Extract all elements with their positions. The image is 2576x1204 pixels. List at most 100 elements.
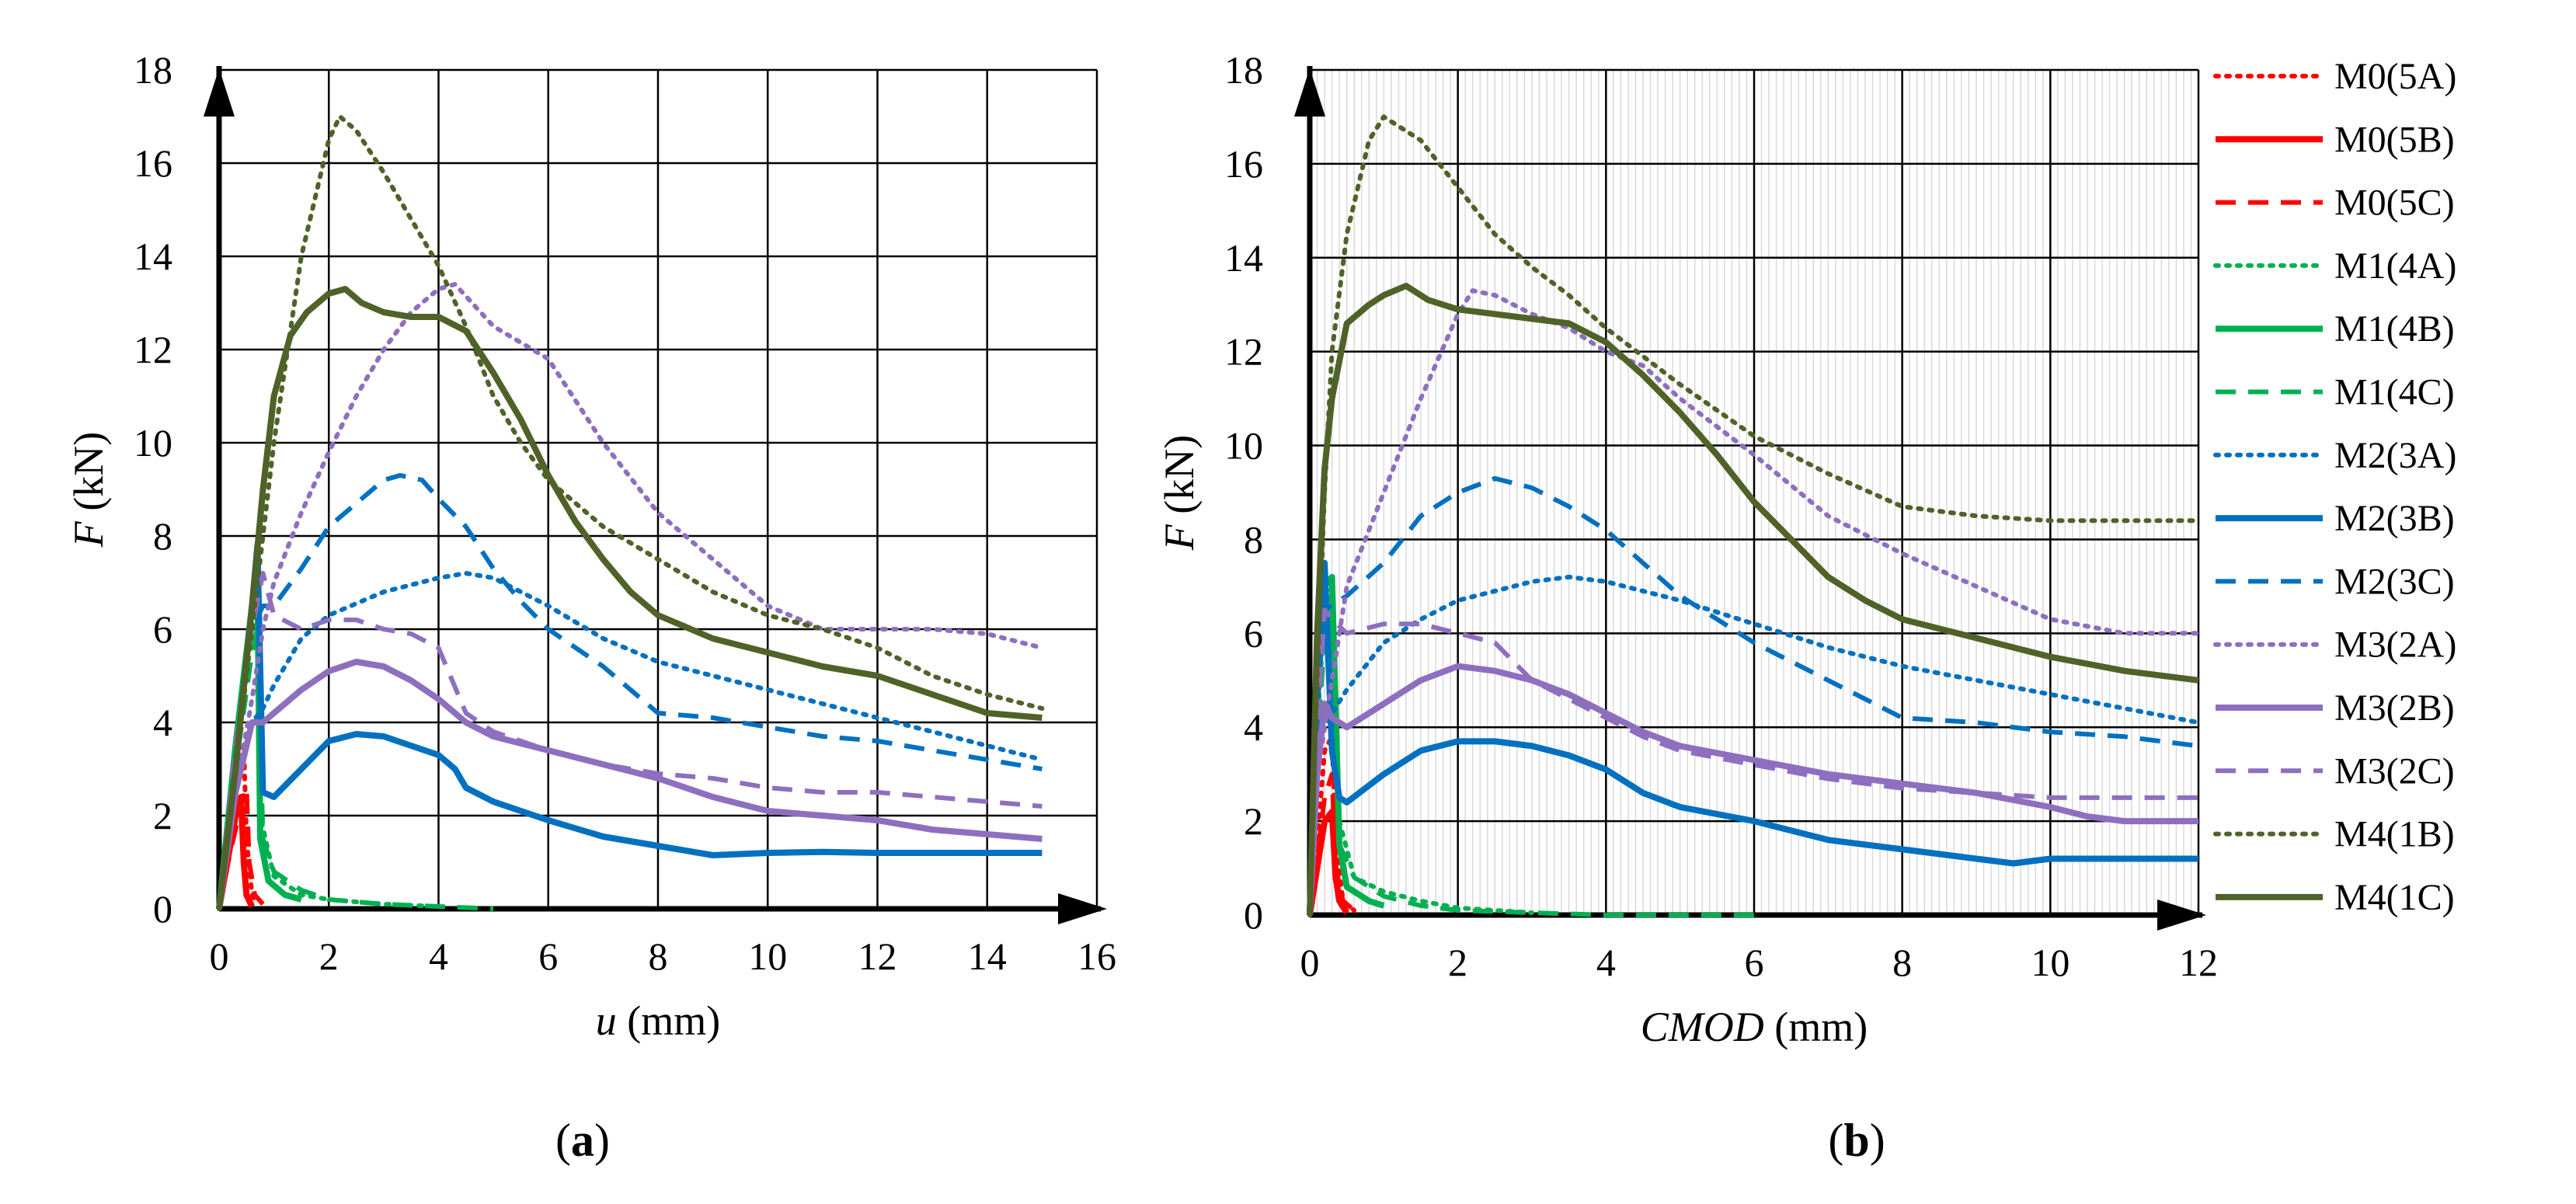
legend: M0(5A) M0(5B) M0(5C) M1(4A) M1(4B) M1(4C) M2(3… xyxy=(2213,56,2456,918)
y-tick-label: 14 xyxy=(1224,236,1263,280)
x-tick-label: 8 xyxy=(649,934,668,978)
y-tick-label: 2 xyxy=(153,794,172,837)
axes xyxy=(204,66,1107,924)
y-tick-label: 12 xyxy=(1224,330,1263,374)
legend-item: M2(3A) xyxy=(2213,435,2456,476)
legend-item: M4(1C) xyxy=(2216,877,2455,918)
series-line-m2-3b xyxy=(216,542,1043,910)
series-line-m4-1c xyxy=(1307,283,2199,916)
x-axis-title-unit: (mm) xyxy=(617,997,720,1044)
series-line-m3-2c xyxy=(1307,607,2198,916)
y-tick-label: 4 xyxy=(1244,705,1263,749)
y-tick-label: 4 xyxy=(153,701,172,744)
x-axis-title: CMOD (mm) xyxy=(1641,1004,1868,1050)
panel-caption: (a) xyxy=(555,1115,610,1166)
legend-label: M4(1B) xyxy=(2334,814,2455,855)
x-tick-label: 6 xyxy=(1745,941,1764,984)
y-tick-label: 10 xyxy=(1224,424,1263,468)
y-tick-label: 6 xyxy=(1244,611,1263,655)
legend-item: M4(1B) xyxy=(2213,814,2455,855)
legend-label: M0(5A) xyxy=(2334,56,2456,97)
x-tick-label: 6 xyxy=(538,934,558,978)
series-line-m3-2b xyxy=(1307,663,2198,916)
legend-label: M4(1C) xyxy=(2334,877,2455,918)
series-line-m2-3a xyxy=(217,571,1045,911)
series-line-m1-4c xyxy=(217,627,494,911)
series-line-m4-1c xyxy=(216,286,1043,910)
series-lines xyxy=(216,114,1045,911)
y-axis-title-unit: (kN) xyxy=(65,432,112,521)
legend-label: M1(4C) xyxy=(2334,372,2455,413)
x-tick-label: 12 xyxy=(858,934,897,978)
legend-item: M0(5C) xyxy=(2216,183,2455,224)
legend-label: M1(4B) xyxy=(2334,308,2455,350)
legend-item: M3(2A) xyxy=(2213,625,2456,666)
x-tick-label: 0 xyxy=(210,934,229,978)
series-line-m2-3c xyxy=(217,473,1043,910)
series-line-m2-3b xyxy=(1307,559,2198,916)
tick-labels: 0 2 4 6 8 10 12 0 2 4 6 8 10 12 14 16 18 xyxy=(1224,48,2218,984)
y-axis-arrow xyxy=(204,68,235,117)
series-lines xyxy=(1307,114,2201,917)
x-tick-label: 14 xyxy=(968,934,1007,978)
y-tick-label: 8 xyxy=(1244,517,1263,561)
tick-labels: 0 2 4 6 8 10 12 14 16 0 2 4 6 8 10 12 14 16 18 xyxy=(134,48,1116,978)
series-line-m0-5c xyxy=(1307,771,1356,916)
x-tick-label: 10 xyxy=(2031,941,2070,984)
y-tick-label: 14 xyxy=(134,235,172,278)
x-tick-label: 16 xyxy=(1077,934,1116,978)
x-tick-label: 8 xyxy=(1892,941,1912,984)
series-line-m4-1b xyxy=(217,114,1045,911)
y-axis-arrow xyxy=(1294,68,1325,117)
axes xyxy=(1294,66,2206,931)
x-tick-label: 2 xyxy=(319,934,339,978)
x-tick-label: 0 xyxy=(1300,941,1320,984)
legend-item: M2(3B) xyxy=(2216,498,2455,539)
legend-item: M1(4A) xyxy=(2213,245,2456,287)
legend-label: M1(4A) xyxy=(2334,245,2456,287)
legend-label: M2(3A) xyxy=(2334,435,2456,476)
y-tick-label: 6 xyxy=(153,607,172,651)
x-tick-label: 4 xyxy=(429,934,448,978)
legend-label: M3(2C) xyxy=(2334,750,2455,792)
y-tick-label: 8 xyxy=(153,514,172,558)
series-line-m3-2b xyxy=(216,659,1043,910)
series-line-m3-2c xyxy=(217,571,1043,910)
y-tick-label: 18 xyxy=(1224,48,1263,92)
legend-item: M3(2B) xyxy=(2216,687,2455,729)
x-axis-title-symbol: u xyxy=(596,997,617,1044)
panel-caption: (b) xyxy=(1828,1115,1885,1166)
x-axis-title-symbol: CMOD xyxy=(1641,1004,1764,1050)
y-axis-title-unit: (kN) xyxy=(1156,435,1203,524)
y-axis-title-symbol: F xyxy=(1156,524,1203,551)
x-axis-title: u (mm) xyxy=(596,997,720,1044)
major-grid xyxy=(1310,68,2200,915)
series-line-m2-3c xyxy=(1307,475,2199,916)
series-line-m1-4c xyxy=(1307,617,1754,917)
legend-item: M3(2C) xyxy=(2216,750,2455,792)
y-tick-label: 2 xyxy=(1244,799,1263,843)
legend-label: M0(5B) xyxy=(2334,119,2455,160)
x-axis-arrow xyxy=(2157,900,2206,931)
series-line-m4-1b xyxy=(1307,114,2201,917)
series-line-m3-2a xyxy=(1307,288,2201,917)
x-tick-label: 4 xyxy=(1596,941,1616,984)
y-axis-title: F (kN) xyxy=(1156,435,1203,551)
y-tick-label: 12 xyxy=(134,328,172,371)
legend-label: M3(2B) xyxy=(2334,687,2455,729)
x-axis-title-unit: (mm) xyxy=(1764,1004,1868,1050)
x-axis-arrow xyxy=(1058,893,1107,924)
y-tick-label: 16 xyxy=(134,141,172,185)
legend-label: M2(3B) xyxy=(2334,498,2455,539)
series-line-m0-5c xyxy=(217,785,265,910)
y-tick-label: 0 xyxy=(1244,893,1263,937)
y-tick-label: 16 xyxy=(1224,142,1263,186)
x-tick-label: 2 xyxy=(1448,941,1467,984)
legend-item: M0(5B) xyxy=(2216,119,2455,160)
y-axis-title-symbol: F xyxy=(65,520,112,548)
legend-item: M1(4C) xyxy=(2216,372,2455,413)
y-tick-label: 0 xyxy=(153,887,172,931)
legend-item: M1(4B) xyxy=(2216,308,2455,350)
